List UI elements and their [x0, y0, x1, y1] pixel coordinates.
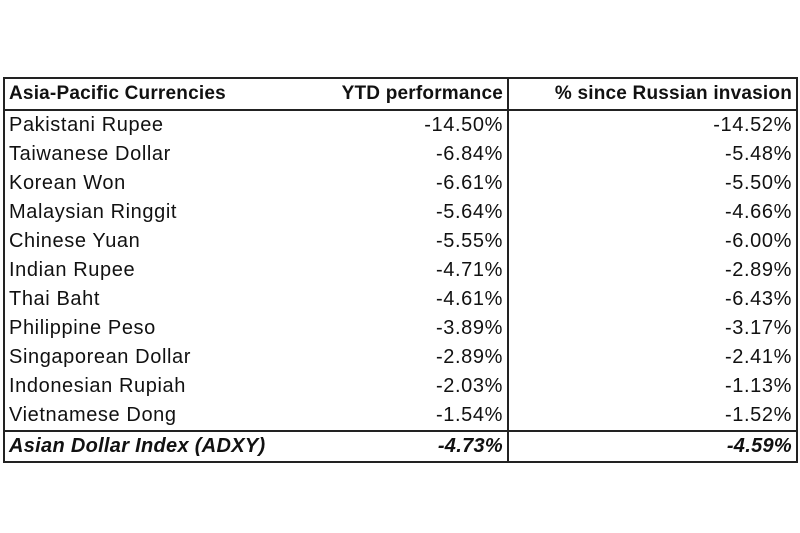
currency-name: Vietnamese Dong [9, 404, 177, 426]
table-row: Vietnamese Dong -1.54% -1.52% [4, 401, 797, 431]
table-row: Thai Baht -4.61% -6.43% [4, 285, 797, 314]
currency-name: Singaporean Dollar [9, 346, 192, 368]
table-row: Indian Rupee -4.71% -2.89% [4, 256, 797, 285]
since-invasion-value: -4.66% [725, 201, 792, 223]
since-invasion-value: -14.52% [713, 114, 792, 136]
currency-name: Malaysian Ringgit [9, 201, 178, 223]
table-row: Korean Won -6.61% -5.50% [4, 169, 797, 198]
since-invasion-value: -1.13% [725, 375, 792, 397]
table-row: Taiwanese Dollar -6.84% -5.48% [4, 140, 797, 169]
table-row: Pakistani Rupee -14.50% -14.52% [4, 110, 797, 140]
since-invasion-value: -3.17% [725, 317, 792, 339]
currency-name: Philippine Peso [9, 317, 156, 339]
ytd-value: -3.89% [298, 314, 509, 343]
ytd-value: -5.64% [298, 198, 509, 227]
currency-name: Indian Rupee [9, 259, 136, 281]
summary-since-invasion-value: -4.59% [508, 430, 797, 462]
header-since-russian-invasion: % since Russian invasion [508, 78, 797, 111]
ytd-value: -4.61% [298, 285, 509, 314]
summary-row: Asian Dollar Index (ADXY) -4.73% -4.59% [4, 430, 797, 462]
header-currency: Asia-Pacific Currencies [4, 78, 298, 111]
since-invasion-value: -6.00% [725, 230, 792, 252]
currency-name: Chinese Yuan [9, 230, 141, 252]
table-row: Chinese Yuan -5.55% -6.00% [4, 227, 797, 256]
ytd-value: -5.55% [298, 227, 509, 256]
header-ytd-performance: YTD performance [298, 78, 509, 111]
ytd-value: -6.61% [298, 169, 509, 198]
summary-index-name: Asian Dollar Index (ADXY) [4, 430, 298, 462]
since-invasion-value: -5.50% [725, 172, 792, 194]
currency-name: Korean Won [9, 172, 126, 194]
currency-name: Thai Baht [9, 288, 101, 310]
since-invasion-value: -1.52% [725, 404, 792, 426]
since-invasion-value: -6.43% [725, 288, 792, 310]
summary-ytd-value: -4.73% [298, 430, 509, 462]
currency-name: Taiwanese Dollar [9, 143, 171, 165]
ytd-value: -2.03% [298, 372, 509, 401]
table-row: Philippine Peso -3.89% -3.17% [4, 314, 797, 343]
table-header-row: Asia-Pacific Currencies YTD performance … [4, 78, 797, 111]
currency-name: Pakistani Rupee [9, 114, 164, 136]
table-row: Malaysian Ringgit -5.64% -4.66% [4, 198, 797, 227]
ytd-value: -4.71% [298, 256, 509, 285]
table-row: Singaporean Dollar -2.89% -2.41% [4, 343, 797, 372]
since-invasion-value: -2.41% [725, 346, 792, 368]
table-row: Indonesian Rupiah -2.03% -1.13% [4, 372, 797, 401]
ytd-value: -6.84% [298, 140, 509, 169]
currency-name: Indonesian Rupiah [9, 375, 186, 397]
ytd-value: -2.89% [298, 343, 509, 372]
since-invasion-value: -5.48% [725, 143, 792, 165]
since-invasion-value: -2.89% [725, 259, 792, 281]
ytd-value: -1.54% [298, 401, 509, 431]
currency-performance-table: Asia-Pacific Currencies YTD performance … [3, 77, 798, 463]
ytd-value: -14.50% [298, 110, 509, 140]
